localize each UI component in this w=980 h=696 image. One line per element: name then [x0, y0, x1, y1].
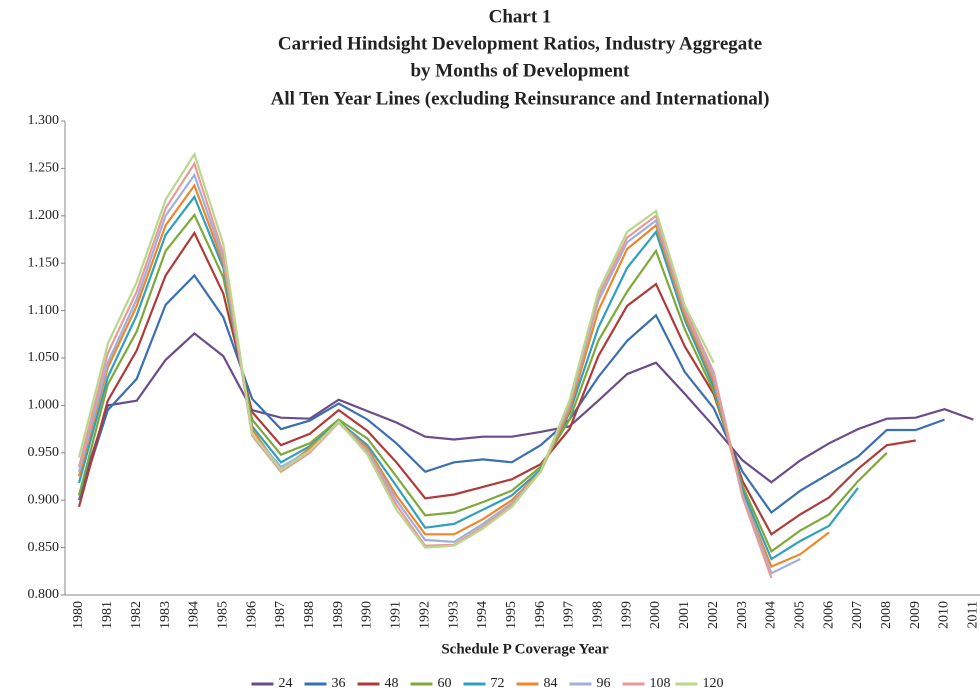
x-tick-label: 2001 — [677, 601, 692, 629]
x-tick-label: 1993 — [446, 601, 461, 629]
x-tick-label: 1980 — [71, 601, 86, 629]
legend-label: 48 — [385, 676, 399, 691]
x-tick-label: 2010 — [937, 601, 952, 629]
x-tick-label: 2005 — [792, 601, 807, 629]
x-tick-label: 1992 — [417, 601, 432, 629]
chart-title: All Ten Year Lines (excluding Reinsuranc… — [271, 88, 770, 109]
x-tick-label: 1999 — [619, 601, 634, 629]
x-tick-label: 1991 — [389, 601, 404, 629]
series-line — [77, 161, 773, 579]
series-line — [77, 183, 830, 569]
y-tick-label: 0.900 — [28, 492, 60, 507]
y-tick-label: 1.250 — [28, 161, 60, 176]
legend-label: 24 — [279, 676, 293, 691]
x-tick-label: 1990 — [360, 601, 375, 629]
series-line — [77, 273, 945, 515]
y-tick-label: 0.850 — [28, 540, 60, 555]
x-tick-label: 1996 — [533, 601, 548, 629]
y-tick-label: 0.800 — [28, 587, 60, 602]
y-tick-label: 1.300 — [28, 113, 60, 128]
x-tick-label: 1995 — [504, 601, 519, 629]
chart-title: Carried Hindsight Development Ratios, In… — [278, 33, 762, 54]
y-tick-label: 1.100 — [28, 303, 60, 318]
x-tick-label: 2006 — [821, 601, 836, 629]
x-tick-label: 1994 — [475, 601, 490, 629]
x-tick-label: 2009 — [908, 601, 923, 629]
x-tick-label: 2004 — [764, 601, 779, 629]
legend-label: 120 — [703, 676, 724, 691]
x-tick-label: 1984 — [187, 601, 202, 629]
chart-title: by Months of Development — [410, 60, 630, 81]
x-tick-label: 2000 — [648, 601, 663, 629]
legend-label: 96 — [597, 676, 611, 691]
x-tick-label: 2011 — [966, 601, 980, 628]
series-line — [77, 151, 715, 549]
x-axis-label: Schedule P Coverage Year — [441, 641, 609, 657]
x-tick-label: 1983 — [158, 601, 173, 629]
x-tick-label: 2008 — [879, 601, 894, 629]
legend-label: 108 — [650, 676, 671, 691]
x-tick-label: 1985 — [215, 601, 230, 629]
x-tick-label: 2002 — [706, 601, 721, 629]
legend-label: 72 — [491, 676, 505, 691]
x-tick-label: 1998 — [591, 601, 606, 629]
x-tick-label: 1986 — [244, 601, 259, 629]
series-line — [77, 230, 916, 536]
legend-label: 60 — [438, 676, 452, 691]
series-line — [77, 212, 888, 554]
x-tick-label: 1988 — [302, 601, 317, 629]
y-tick-label: 0.950 — [28, 445, 60, 460]
y-tick-label: 1.050 — [28, 350, 60, 365]
x-tick-label: 1987 — [273, 601, 288, 629]
x-tick-label: 1982 — [129, 601, 144, 629]
x-tick-label: 1989 — [331, 601, 346, 629]
y-tick-label: 1.000 — [28, 398, 60, 413]
x-tick-label: 1997 — [562, 601, 577, 629]
legend-label: 36 — [332, 676, 346, 691]
legend-label: 84 — [544, 676, 558, 691]
series-line — [77, 194, 859, 561]
chart-title: Chart 1 — [489, 6, 552, 27]
x-tick-label: 1981 — [100, 601, 115, 629]
y-tick-label: 1.150 — [28, 255, 60, 270]
series-line — [77, 331, 974, 496]
x-tick-label: 2007 — [850, 601, 865, 629]
x-tick-label: 2003 — [735, 601, 750, 629]
y-tick-label: 1.200 — [28, 208, 60, 223]
